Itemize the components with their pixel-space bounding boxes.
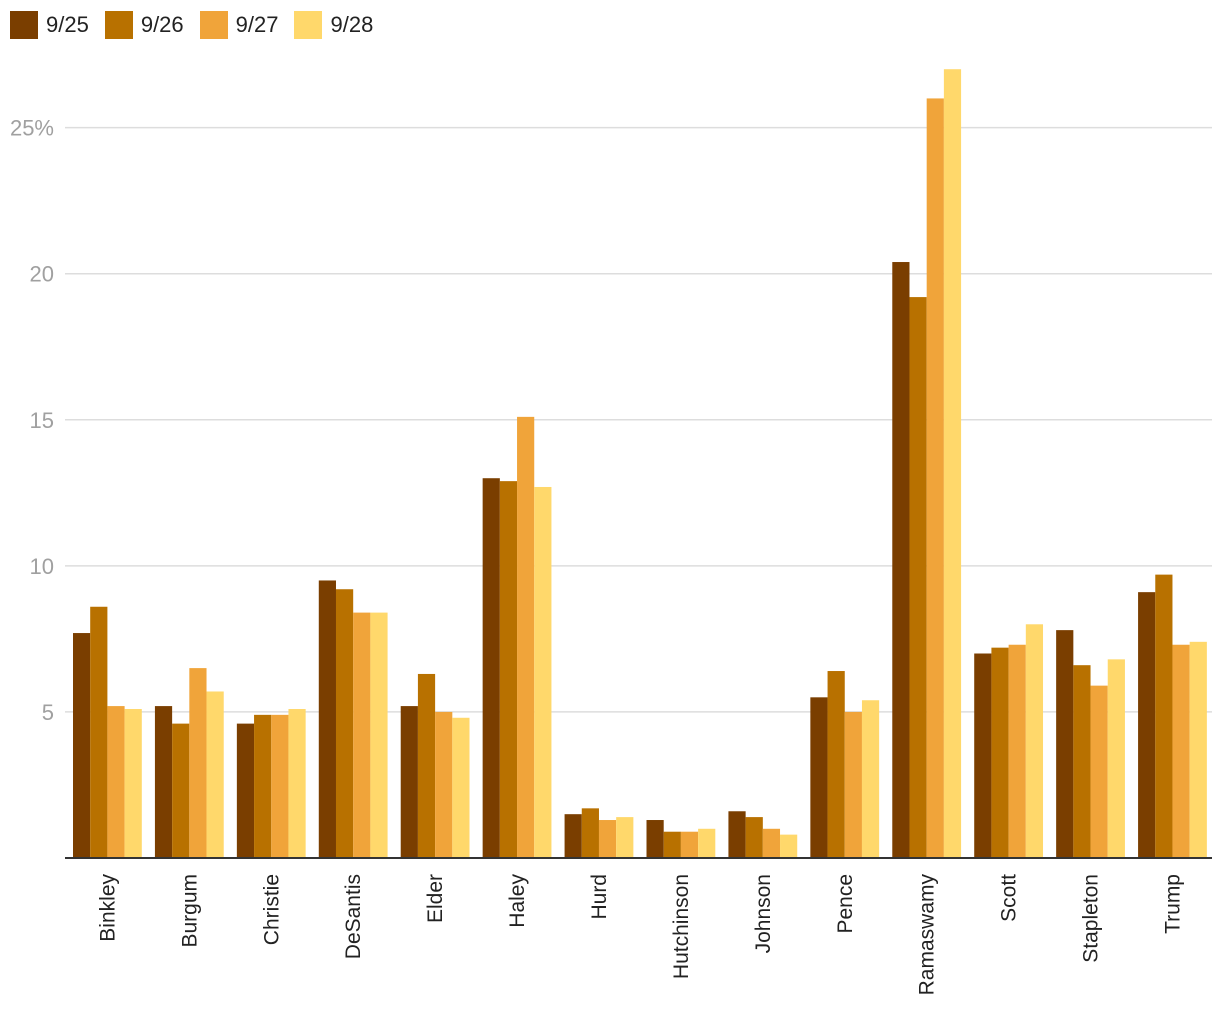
- legend-swatch: [199, 11, 228, 39]
- y-tick-label: 20: [30, 262, 54, 287]
- bar-ramaswamy-9-25: [892, 262, 910, 858]
- bar-elder-9-26: [417, 673, 436, 858]
- bar-haley-9-28: [534, 486, 552, 858]
- x-tick-label: Pence: [834, 874, 857, 934]
- bar-johnson-9-27: [762, 828, 781, 858]
- bar-pence-9-26: [827, 671, 845, 858]
- bar-pence-9-27: [844, 711, 862, 858]
- bar-christie-9-27: [271, 714, 289, 858]
- bar-scott-9-28: [1025, 624, 1044, 858]
- x-tick-label: Hutchinson: [670, 874, 693, 979]
- bar-desantis-9-26: [335, 589, 354, 858]
- x-tick-label: Scott: [998, 874, 1021, 922]
- legend-swatch: [294, 11, 323, 39]
- bars: [73, 69, 1207, 859]
- bar-elder-9-27: [435, 711, 453, 858]
- legend-item-9-25: 9/25: [10, 11, 89, 39]
- bar-trump-9-28: [1189, 641, 1207, 858]
- bar-burgum-9-26: [172, 723, 190, 858]
- x-tick-label: Elder: [424, 874, 447, 923]
- legend-label: 9/28: [330, 12, 374, 37]
- x-tick-label: Haley: [506, 874, 529, 928]
- bar-binkley-9-28: [124, 709, 142, 858]
- bar-christie-9-28: [288, 709, 306, 858]
- bar-hutchinson-9-27: [680, 831, 699, 858]
- bar-haley-9-25: [482, 478, 500, 858]
- y-axis-ticks: 5 10 15 20 25%: [10, 116, 54, 725]
- legend-label: 9/27: [235, 12, 279, 37]
- bar-hutchinson-9-26: [663, 831, 681, 858]
- x-tick-label: Johnson: [752, 874, 775, 953]
- bar-hutchinson-9-25: [646, 820, 664, 858]
- bar-pence-9-28: [861, 700, 880, 858]
- bar-christie-9-26: [254, 714, 272, 858]
- legend-item-9-28: 9/28: [294, 11, 373, 39]
- legend-item-9-27: 9/27: [199, 11, 279, 39]
- bar-binkley-9-26: [90, 606, 108, 858]
- x-tick-label: Stapleton: [1080, 874, 1103, 963]
- bar-stapleton-9-26: [1073, 665, 1091, 858]
- bar-johnson-9-28: [780, 834, 798, 858]
- bar-trump-9-27: [1172, 644, 1190, 858]
- bar-haley-9-27: [517, 416, 535, 858]
- bar-desantis-9-25: [318, 580, 336, 858]
- x-tick-label: DeSantis: [342, 874, 365, 959]
- bar-johnson-9-25: [728, 811, 746, 858]
- x-tick-label: Ramaswamy: [916, 874, 939, 996]
- bar-hurd-9-27: [598, 820, 617, 858]
- bar-hurd-9-26: [581, 808, 599, 858]
- bar-burgum-9-28: [206, 691, 224, 858]
- bar-stapleton-9-27: [1090, 685, 1108, 858]
- bar-hurd-9-28: [616, 817, 634, 858]
- bar-stapleton-9-28: [1107, 659, 1125, 858]
- bar-haley-9-26: [499, 481, 518, 858]
- bar-elder-9-25: [400, 706, 418, 858]
- bar-burgum-9-25: [154, 706, 173, 858]
- bar-trump-9-25: [1138, 592, 1156, 858]
- legend-label: 9/26: [140, 12, 184, 37]
- y-tick-label: 5: [42, 700, 54, 725]
- legend-label: 9/25: [46, 12, 89, 37]
- x-tick-label: Christie: [260, 874, 283, 945]
- bar-elder-9-28: [452, 717, 470, 858]
- x-tick-label: Trump: [1161, 874, 1184, 934]
- legend: 9/25 9/26 9/27 9/28: [10, 10, 389, 40]
- bar-trump-9-26: [1155, 574, 1173, 858]
- x-tick-label: Burgum: [178, 874, 201, 948]
- y-tick-label: 25%: [10, 116, 54, 141]
- legend-swatch: [104, 11, 133, 39]
- bar-scott-9-26: [991, 647, 1009, 858]
- bar-scott-9-25: [974, 653, 992, 858]
- y-tick-label: 10: [30, 554, 54, 579]
- x-tick-label: Binkley: [96, 874, 119, 942]
- bar-stapleton-9-25: [1056, 630, 1074, 858]
- legend-item-9-26: 9/26: [104, 11, 184, 39]
- bar-scott-9-27: [1008, 644, 1026, 858]
- bar-pence-9-25: [810, 697, 828, 858]
- y-tick-label: 15: [30, 408, 54, 433]
- bar-ramaswamy-9-28: [943, 69, 962, 858]
- bar-binkley-9-25: [73, 633, 91, 858]
- bar-christie-9-25: [236, 723, 255, 858]
- bar-ramaswamy-9-27: [926, 98, 944, 858]
- x-axis-ticks: Binkley Burgum Christie DeSantis Elder Haley H…: [96, 874, 1184, 996]
- bar-desantis-9-28: [370, 612, 388, 858]
- bar-ramaswamy-9-26: [909, 297, 927, 859]
- bar-hutchinson-9-28: [698, 828, 716, 858]
- legend-swatch: [10, 11, 38, 39]
- bar-desantis-9-27: [353, 612, 371, 858]
- x-tick-label: Hurd: [588, 874, 611, 920]
- bar-johnson-9-26: [745, 817, 763, 858]
- bar-burgum-9-27: [189, 668, 207, 858]
- bar-hurd-9-25: [564, 814, 582, 858]
- bar-binkley-9-27: [107, 706, 125, 858]
